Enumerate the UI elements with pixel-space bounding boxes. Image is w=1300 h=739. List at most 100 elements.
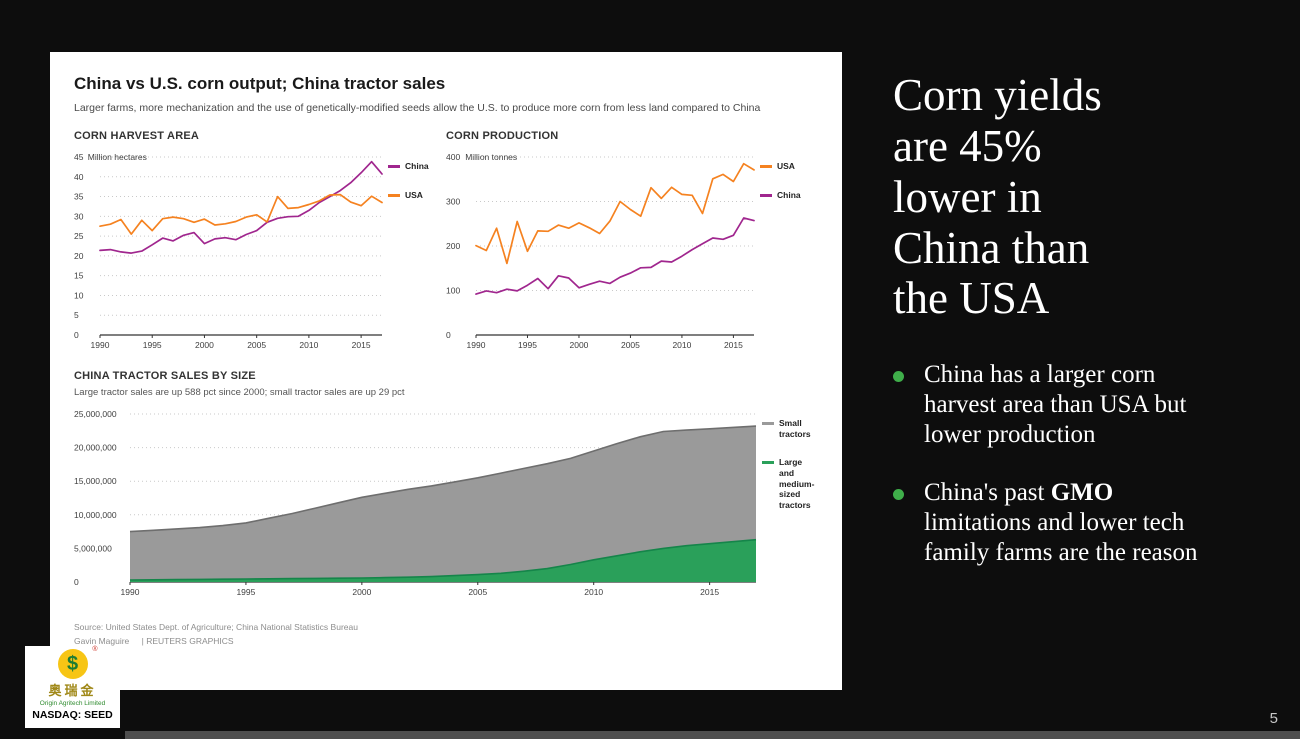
svg-text:2005: 2005 xyxy=(468,587,487,597)
source-line: Source: United States Dept. of Agricultu… xyxy=(74,622,358,632)
legend-swatch-icon xyxy=(760,165,772,168)
dollar-leaf-glyph: $ xyxy=(66,653,79,675)
svg-text:40: 40 xyxy=(74,172,84,182)
chart-legend: Small tractors Large and medium-sized tra… xyxy=(762,404,818,607)
logo-ticker: NASDAQ: SEED xyxy=(32,709,113,721)
svg-text:100: 100 xyxy=(446,286,460,296)
legend-label: China xyxy=(777,189,801,200)
legend-label: China xyxy=(405,161,429,171)
svg-text:2005: 2005 xyxy=(247,340,266,350)
svg-text:5,000,000: 5,000,000 xyxy=(74,543,112,553)
svg-text:10: 10 xyxy=(74,290,84,300)
company-logo: $ ® 奥瑞金 Origin Agritech Limited NASDAQ: S… xyxy=(25,646,120,728)
infographic-title: China vs U.S. corn output; China tractor… xyxy=(74,74,446,93)
svg-text:0: 0 xyxy=(446,330,451,340)
legend-entry: China xyxy=(388,161,446,172)
svg-text:1990: 1990 xyxy=(91,340,110,350)
slide-title-line: the USA xyxy=(893,273,1050,324)
slide-title-line: China than xyxy=(893,222,1090,273)
chart-title: CORN HARVEST AREA xyxy=(74,130,200,142)
corn-production-chart: 0 100 200 300 400 Million tonnes 1990 1995 2000 2… xyxy=(446,152,755,350)
china-tractor-sales-chart: 0 5,000,000 10,000,000 15,000,000 20,000,000… xyxy=(74,409,757,597)
tractor-sales-plot: 0 5,000,000 10,000,000 15,000,000 20,000,000… xyxy=(74,404,762,607)
chart-legend: USA China xyxy=(760,147,818,360)
top-charts-row: CORN HARVEST AREA 0 5 10 15 20 25 30 35 40 45 Mill… xyxy=(74,130,818,360)
corn-production-plot: 0 100 200 300 400 Million tonnes 1990 1995 2000 2… xyxy=(446,147,760,360)
svg-text:1990: 1990 xyxy=(121,587,140,597)
svg-text:2000: 2000 xyxy=(195,340,214,350)
svg-text:25: 25 xyxy=(74,231,84,241)
legend-label: Small tractors xyxy=(779,418,811,439)
bullet-list: China has a larger corn harvest area tha… xyxy=(893,360,1215,568)
bullet-text: China's past GMO limitations and lower t… xyxy=(924,479,1198,567)
svg-text:2005: 2005 xyxy=(621,340,640,350)
corn-harvest-area-chart: 0 5 10 15 20 25 30 35 40 45 Million hectares 1990 19… xyxy=(74,152,383,350)
svg-text:400: 400 xyxy=(446,152,460,162)
slide-text-panel: Corn yields are 45% lower in China than the … xyxy=(893,70,1215,568)
svg-text:2015: 2015 xyxy=(724,340,743,350)
chart-title: CORN PRODUCTION xyxy=(446,130,559,142)
bottom-accent-bar xyxy=(125,731,1300,739)
bullet-item: China's past GMO limitations and lower t… xyxy=(893,478,1215,568)
legend-entry: Large and medium-sized tractors xyxy=(762,457,818,510)
svg-text:20,000,000: 20,000,000 xyxy=(74,443,117,453)
legend-entry: USA xyxy=(388,190,446,201)
bullet-dot-icon xyxy=(893,489,904,501)
slide-title-line: Corn yields xyxy=(893,70,1102,120)
slide-title: Corn yields are 45% lower in China than the … xyxy=(893,70,1215,324)
svg-text:Million tonnes: Million tonnes xyxy=(465,152,517,162)
svg-text:35: 35 xyxy=(74,192,84,202)
svg-text:2015: 2015 xyxy=(700,587,719,597)
logo-company-name: Origin Agritech Limited xyxy=(39,700,106,707)
corn-harvest-area-plot: 0 5 10 15 20 25 30 35 40 45 Million hectares 1990 19… xyxy=(74,147,388,360)
svg-text:15: 15 xyxy=(74,271,84,281)
svg-text:25,000,000: 25,000,000 xyxy=(74,409,117,419)
legend-entry: China xyxy=(760,190,818,201)
svg-text:45: 45 xyxy=(74,152,84,162)
svg-text:Million hectares: Million hectares xyxy=(88,152,147,162)
legend-swatch-icon xyxy=(762,422,774,425)
legend-swatch-icon xyxy=(760,193,772,197)
svg-text:1995: 1995 xyxy=(518,340,537,350)
legend-swatch-icon xyxy=(762,461,774,465)
svg-text:1990: 1990 xyxy=(467,340,486,350)
corn-production-block: CORN PRODUCTION 0 100 200 300 400 Million ton… xyxy=(446,130,818,360)
bullet-item: China has a larger corn harvest area tha… xyxy=(893,360,1215,450)
svg-text:2000: 2000 xyxy=(352,587,371,597)
legend-entry: Small tractors xyxy=(762,418,818,439)
slide-title-line: are 45% xyxy=(893,120,1042,171)
svg-text:0: 0 xyxy=(74,577,79,587)
svg-text:5: 5 xyxy=(74,310,79,320)
bullet-dot-icon xyxy=(893,371,904,383)
registered-mark: ® xyxy=(92,646,98,653)
logo-chinese-name: 奥瑞金 xyxy=(48,683,97,698)
svg-text:10,000,000: 10,000,000 xyxy=(74,510,117,520)
legend-label: Large and medium-sized tractors xyxy=(779,457,815,510)
slide-title-line: lower in xyxy=(893,171,1042,222)
legend-label: USA xyxy=(405,189,423,200)
legend-swatch-icon xyxy=(388,193,400,197)
reuters-graphics-credit: | REUTERS GRAPHICS xyxy=(141,635,234,646)
author-credit: Gavin Maguire xyxy=(74,635,130,646)
svg-text:30: 30 xyxy=(74,211,84,221)
svg-text:300: 300 xyxy=(446,197,460,207)
svg-text:2010: 2010 xyxy=(299,340,318,350)
source-note: Source: United States Dept. of Agricultu… xyxy=(74,621,818,648)
bullet-text: China has a larger corn harvest area tha… xyxy=(924,361,1187,449)
corn-harvest-area-block: CORN HARVEST AREA 0 5 10 15 20 25 30 35 40 45 Mill… xyxy=(74,130,446,360)
svg-text:1995: 1995 xyxy=(143,340,162,350)
legend-label: USA xyxy=(777,161,795,171)
svg-text:2010: 2010 xyxy=(584,587,603,597)
svg-text:15,000,000: 15,000,000 xyxy=(74,476,117,486)
credit-line: Gavin Maguire | REUTERS GRAPHICS xyxy=(74,635,818,649)
legend-entry: USA xyxy=(760,161,818,172)
infographic-subtitle: Larger farms, more mechanization and the… xyxy=(74,102,761,114)
svg-text:2015: 2015 xyxy=(352,340,371,350)
origin-seed-logo-icon: $ ® xyxy=(57,646,98,679)
chart-title: CHINA TRACTOR SALES BY SIZE xyxy=(74,370,256,382)
svg-text:200: 200 xyxy=(446,241,460,251)
svg-text:0: 0 xyxy=(74,330,79,340)
legend-swatch-icon xyxy=(388,165,400,168)
infographic-card: China vs U.S. corn output; China tractor… xyxy=(50,52,842,690)
